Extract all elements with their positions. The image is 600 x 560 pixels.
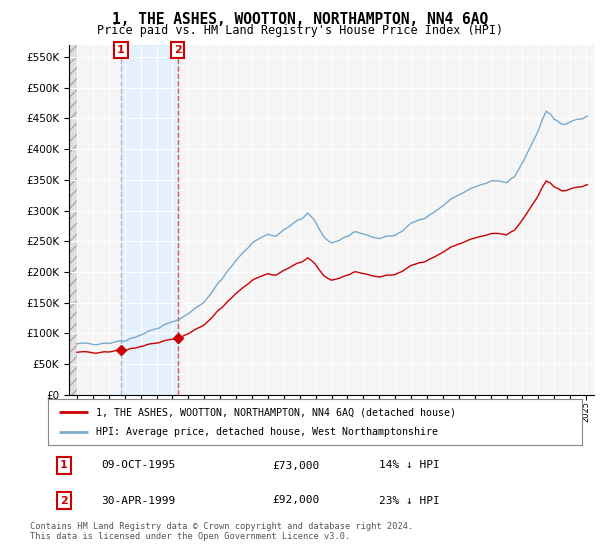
Text: 23% ↓ HPI: 23% ↓ HPI xyxy=(379,496,440,506)
Text: Contains HM Land Registry data © Crown copyright and database right 2024.
This d: Contains HM Land Registry data © Crown c… xyxy=(30,522,413,542)
Text: 2: 2 xyxy=(60,496,68,506)
Text: 2: 2 xyxy=(174,45,182,55)
Bar xyxy=(69,45,77,395)
Text: 1: 1 xyxy=(60,460,68,470)
Text: 14% ↓ HPI: 14% ↓ HPI xyxy=(379,460,440,470)
Bar xyxy=(69,45,77,395)
Text: 1, THE ASHES, WOOTTON, NORTHAMPTON, NN4 6AQ: 1, THE ASHES, WOOTTON, NORTHAMPTON, NN4 … xyxy=(112,12,488,27)
Text: 30-APR-1999: 30-APR-1999 xyxy=(101,496,176,506)
Text: Price paid vs. HM Land Registry's House Price Index (HPI): Price paid vs. HM Land Registry's House … xyxy=(97,24,503,37)
Text: 1, THE ASHES, WOOTTON, NORTHAMPTON, NN4 6AQ (detached house): 1, THE ASHES, WOOTTON, NORTHAMPTON, NN4 … xyxy=(96,407,456,417)
Text: HPI: Average price, detached house, West Northamptonshire: HPI: Average price, detached house, West… xyxy=(96,427,438,437)
Bar xyxy=(121,45,178,395)
Text: 1: 1 xyxy=(117,45,125,55)
Text: £73,000: £73,000 xyxy=(272,460,320,470)
Text: £92,000: £92,000 xyxy=(272,496,320,506)
Text: 09-OCT-1995: 09-OCT-1995 xyxy=(101,460,176,470)
